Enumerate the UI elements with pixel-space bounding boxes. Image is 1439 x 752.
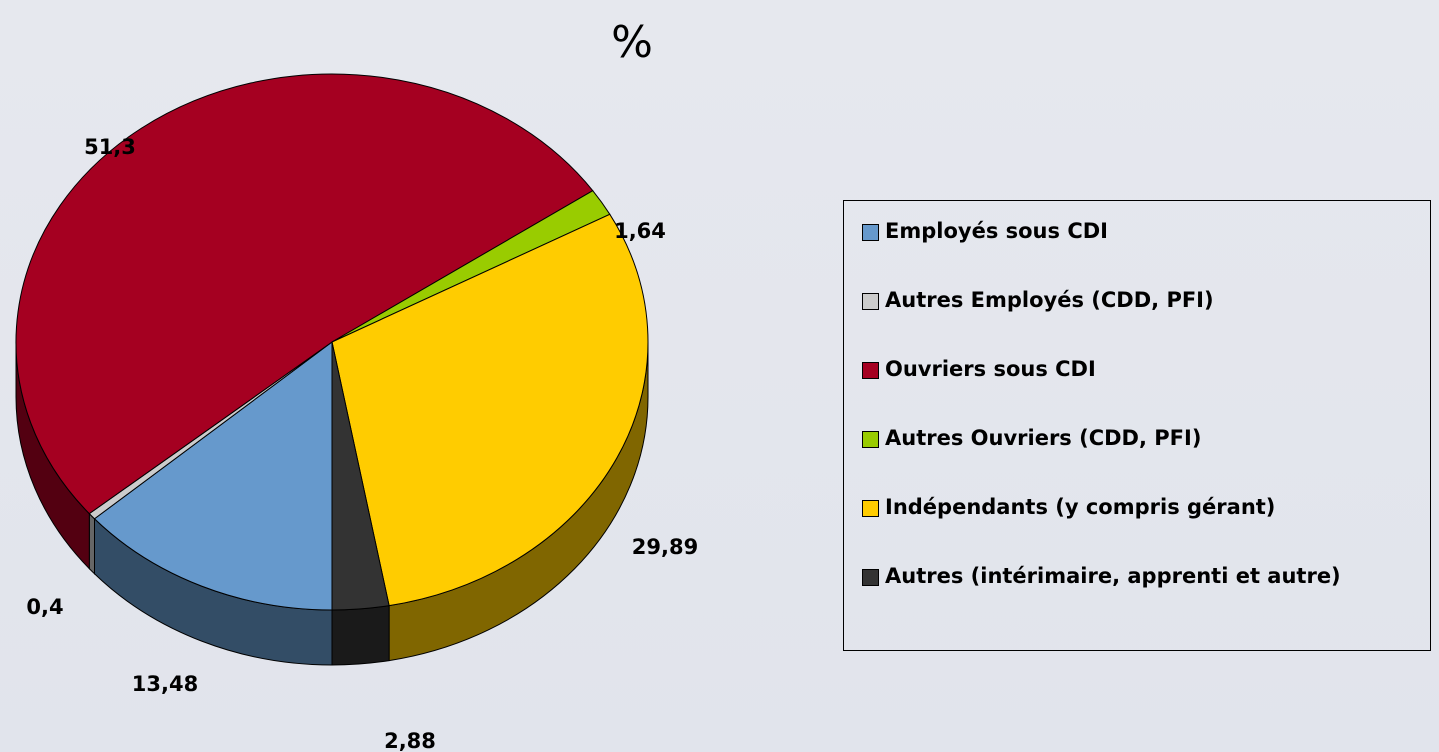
legend-label: Autres Ouvriers (CDD, PFI) — [885, 426, 1202, 450]
data-label: 51,3 — [84, 135, 136, 159]
legend-item: Autres Employés (CDD, PFI) — [862, 286, 1430, 355]
legend-item: Autres (intérimaire, apprenti et autre) — [862, 562, 1430, 631]
pie-slice — [93, 341, 333, 611]
pie-side — [88, 512, 95, 575]
legend-swatch — [862, 500, 879, 517]
legend-label: Indépendants (y compris gérant) — [885, 495, 1276, 519]
legend-label: Autres Employés (CDD, PFI) — [885, 288, 1214, 312]
legend-item: Indépendants (y compris gérant) — [862, 493, 1430, 562]
data-label: 29,89 — [632, 535, 698, 559]
pie-slice — [15, 73, 594, 515]
legend-item: Autres Ouvriers (CDD, PFI) — [862, 424, 1430, 493]
legend-swatch — [862, 362, 879, 379]
legend-swatch — [862, 431, 879, 448]
chart-title: % — [611, 17, 653, 68]
legend-label: Ouvriers sous CDI — [885, 357, 1096, 381]
legend-item: Ouvriers sous CDI — [862, 355, 1430, 424]
data-label: 0,4 — [26, 595, 63, 619]
legend-swatch — [862, 293, 879, 310]
legend-item: Employés sous CDI — [862, 217, 1430, 286]
data-label: 2,88 — [384, 729, 436, 752]
legend-label: Employés sous CDI — [885, 219, 1108, 243]
legend: Employés sous CDI Autres Employés (CDD, P… — [843, 200, 1431, 651]
data-label: 13,48 — [132, 672, 198, 696]
pie-slice — [331, 213, 649, 607]
tops — [15, 73, 649, 611]
legend-swatch — [862, 224, 879, 241]
pie-slice — [331, 341, 390, 611]
legend-label: Autres (intérimaire, apprenti et autre) — [885, 564, 1341, 588]
legend-swatch — [862, 569, 879, 586]
pie-side — [331, 605, 390, 666]
data-label: 1,64 — [614, 219, 666, 243]
